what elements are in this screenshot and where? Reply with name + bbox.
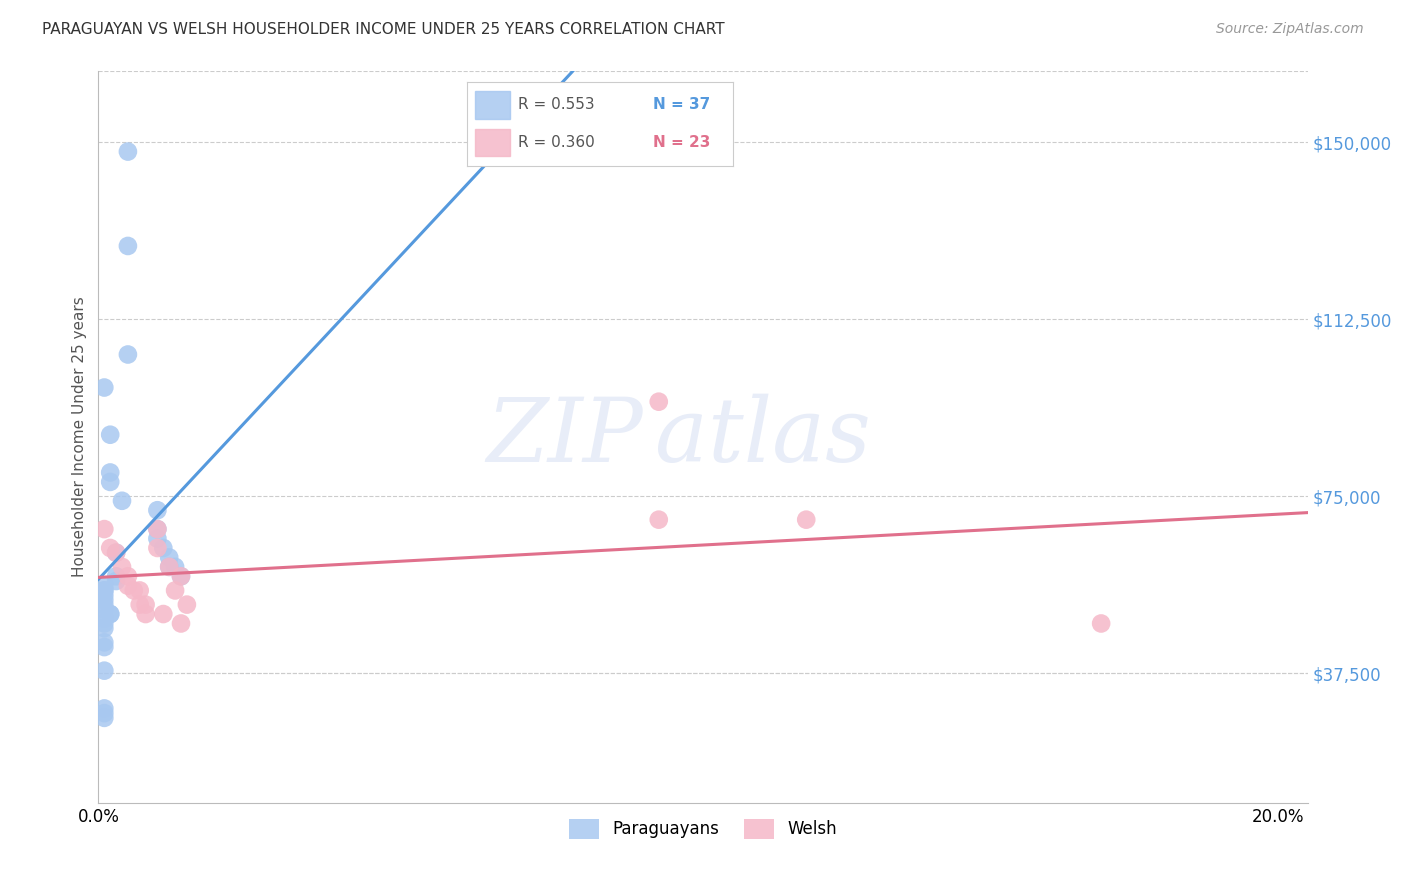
Point xyxy=(93,706,115,720)
Point xyxy=(93,664,115,678)
Point xyxy=(176,598,198,612)
Point xyxy=(146,541,169,555)
Point xyxy=(93,602,115,616)
Point xyxy=(93,579,115,593)
Point xyxy=(93,598,115,612)
Point xyxy=(93,583,115,598)
Point xyxy=(111,559,134,574)
Point xyxy=(794,513,817,527)
Point xyxy=(128,598,150,612)
Point xyxy=(93,380,115,394)
Point xyxy=(128,583,150,598)
Point xyxy=(122,583,145,598)
Point xyxy=(93,522,115,536)
Point xyxy=(98,475,121,489)
Point xyxy=(146,522,169,536)
Point xyxy=(146,532,169,546)
Point xyxy=(165,583,187,598)
Y-axis label: Householder Income Under 25 years: Householder Income Under 25 years xyxy=(72,297,87,577)
Point xyxy=(93,612,115,626)
Point xyxy=(152,607,174,621)
Point xyxy=(117,145,139,159)
Point xyxy=(157,559,180,574)
Point xyxy=(135,598,157,612)
Point xyxy=(1090,616,1112,631)
Point xyxy=(93,621,115,635)
Point xyxy=(105,546,128,560)
Point xyxy=(648,513,671,527)
Point xyxy=(93,701,115,715)
Point xyxy=(98,427,121,442)
Point xyxy=(93,635,115,649)
Point xyxy=(111,493,134,508)
Point xyxy=(170,569,193,583)
Point xyxy=(105,546,128,560)
Text: atlas: atlas xyxy=(655,393,870,481)
Point xyxy=(105,574,128,588)
Point xyxy=(93,616,115,631)
Point xyxy=(93,711,115,725)
Point xyxy=(98,541,121,555)
Text: Source: ZipAtlas.com: Source: ZipAtlas.com xyxy=(1216,22,1364,37)
Point xyxy=(152,541,174,555)
Point xyxy=(157,559,180,574)
Point xyxy=(93,588,115,602)
Point xyxy=(117,569,139,583)
Point xyxy=(146,522,169,536)
Legend: Paraguayans, Welsh: Paraguayans, Welsh xyxy=(562,812,844,846)
Point xyxy=(170,616,193,631)
Point xyxy=(93,583,115,598)
Point xyxy=(165,559,187,574)
Point xyxy=(117,579,139,593)
Point xyxy=(117,347,139,361)
Point xyxy=(648,394,671,409)
Point xyxy=(146,503,169,517)
Point xyxy=(157,550,180,565)
Point xyxy=(105,569,128,583)
Point xyxy=(170,569,193,583)
Text: PARAGUAYAN VS WELSH HOUSEHOLDER INCOME UNDER 25 YEARS CORRELATION CHART: PARAGUAYAN VS WELSH HOUSEHOLDER INCOME U… xyxy=(42,22,725,37)
Text: ZIP: ZIP xyxy=(486,393,643,481)
Point xyxy=(93,640,115,654)
Point xyxy=(117,239,139,253)
Point xyxy=(98,466,121,480)
Point xyxy=(98,607,121,621)
Point xyxy=(98,607,121,621)
Point xyxy=(135,607,157,621)
Point xyxy=(93,593,115,607)
